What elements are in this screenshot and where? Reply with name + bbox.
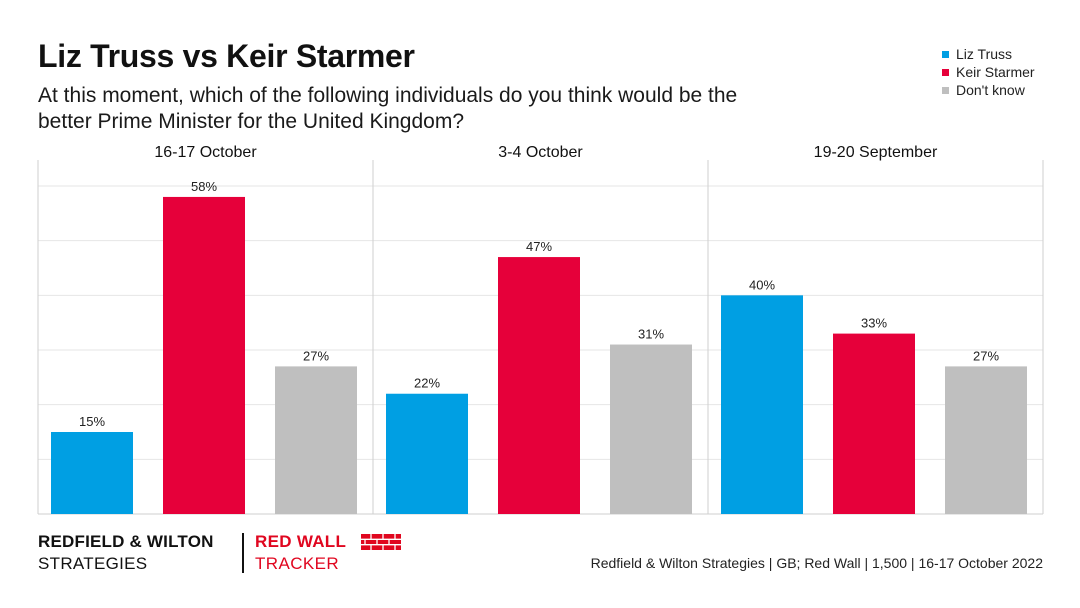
- brand-line-2: STRATEGIES: [38, 554, 148, 573]
- data-label: 47%: [526, 239, 552, 254]
- bar-liz-truss: [386, 393, 468, 514]
- data-label: 33%: [861, 316, 887, 331]
- brand-logo-text: REDFIELD & WILTON STRATEGIES: [38, 531, 214, 575]
- chart-title: Liz Truss vs Keir Starmer: [38, 38, 415, 74]
- bar-don-t-know: [275, 366, 357, 514]
- group-label: 3-4 October: [498, 144, 583, 161]
- bar-don-t-know: [945, 366, 1027, 514]
- group-label: 19-20 September: [814, 144, 938, 161]
- data-label: 15%: [79, 414, 105, 429]
- legend-item-liz-truss: Liz Truss: [942, 45, 1035, 63]
- legend-label-keir-starmer: Keir Starmer: [956, 64, 1035, 80]
- legend-swatch-keir-starmer: [942, 68, 949, 76]
- tracker-logo-text: RED WALL TRACKER: [255, 531, 346, 575]
- tracker-line-2: TRACKER: [255, 554, 340, 573]
- legend-item-keir-starmer: Keir Starmer: [942, 63, 1035, 81]
- bar-liz-truss: [51, 432, 133, 514]
- legend-swatch-dont-know: [942, 86, 949, 94]
- chart-subtitle: At this moment, which of the following i…: [38, 84, 738, 133]
- data-label: 27%: [303, 348, 329, 363]
- footer-divider: [242, 533, 244, 573]
- brick-wall-icon: [361, 534, 401, 550]
- data-label: 40%: [749, 277, 775, 292]
- legend: Liz Truss Keir Starmer Don't know: [942, 45, 1035, 99]
- data-label: 22%: [414, 376, 440, 391]
- data-label: 31%: [638, 327, 664, 342]
- legend-label-liz-truss: Liz Truss: [956, 46, 1013, 62]
- legend-item-dont-know: Don't know: [942, 81, 1035, 99]
- data-label: 58%: [191, 179, 217, 194]
- brand-line-1: REDFIELD & WILTON: [38, 532, 214, 551]
- data-label: 27%: [973, 348, 999, 363]
- bar-don-t-know: [610, 344, 692, 514]
- tracker-line-1: RED WALL: [255, 532, 347, 551]
- bar-keir-starmer: [498, 257, 580, 514]
- bar-keir-starmer: [833, 333, 915, 514]
- legend-swatch-liz-truss: [942, 50, 949, 58]
- group-label: 16-17 October: [154, 144, 257, 161]
- bar-keir-starmer: [163, 196, 245, 514]
- bar-liz-truss: [721, 295, 803, 514]
- legend-label-dont-know: Don't know: [956, 82, 1025, 98]
- source-note: Redfield & Wilton Strategies | GB; Red W…: [590, 555, 1043, 571]
